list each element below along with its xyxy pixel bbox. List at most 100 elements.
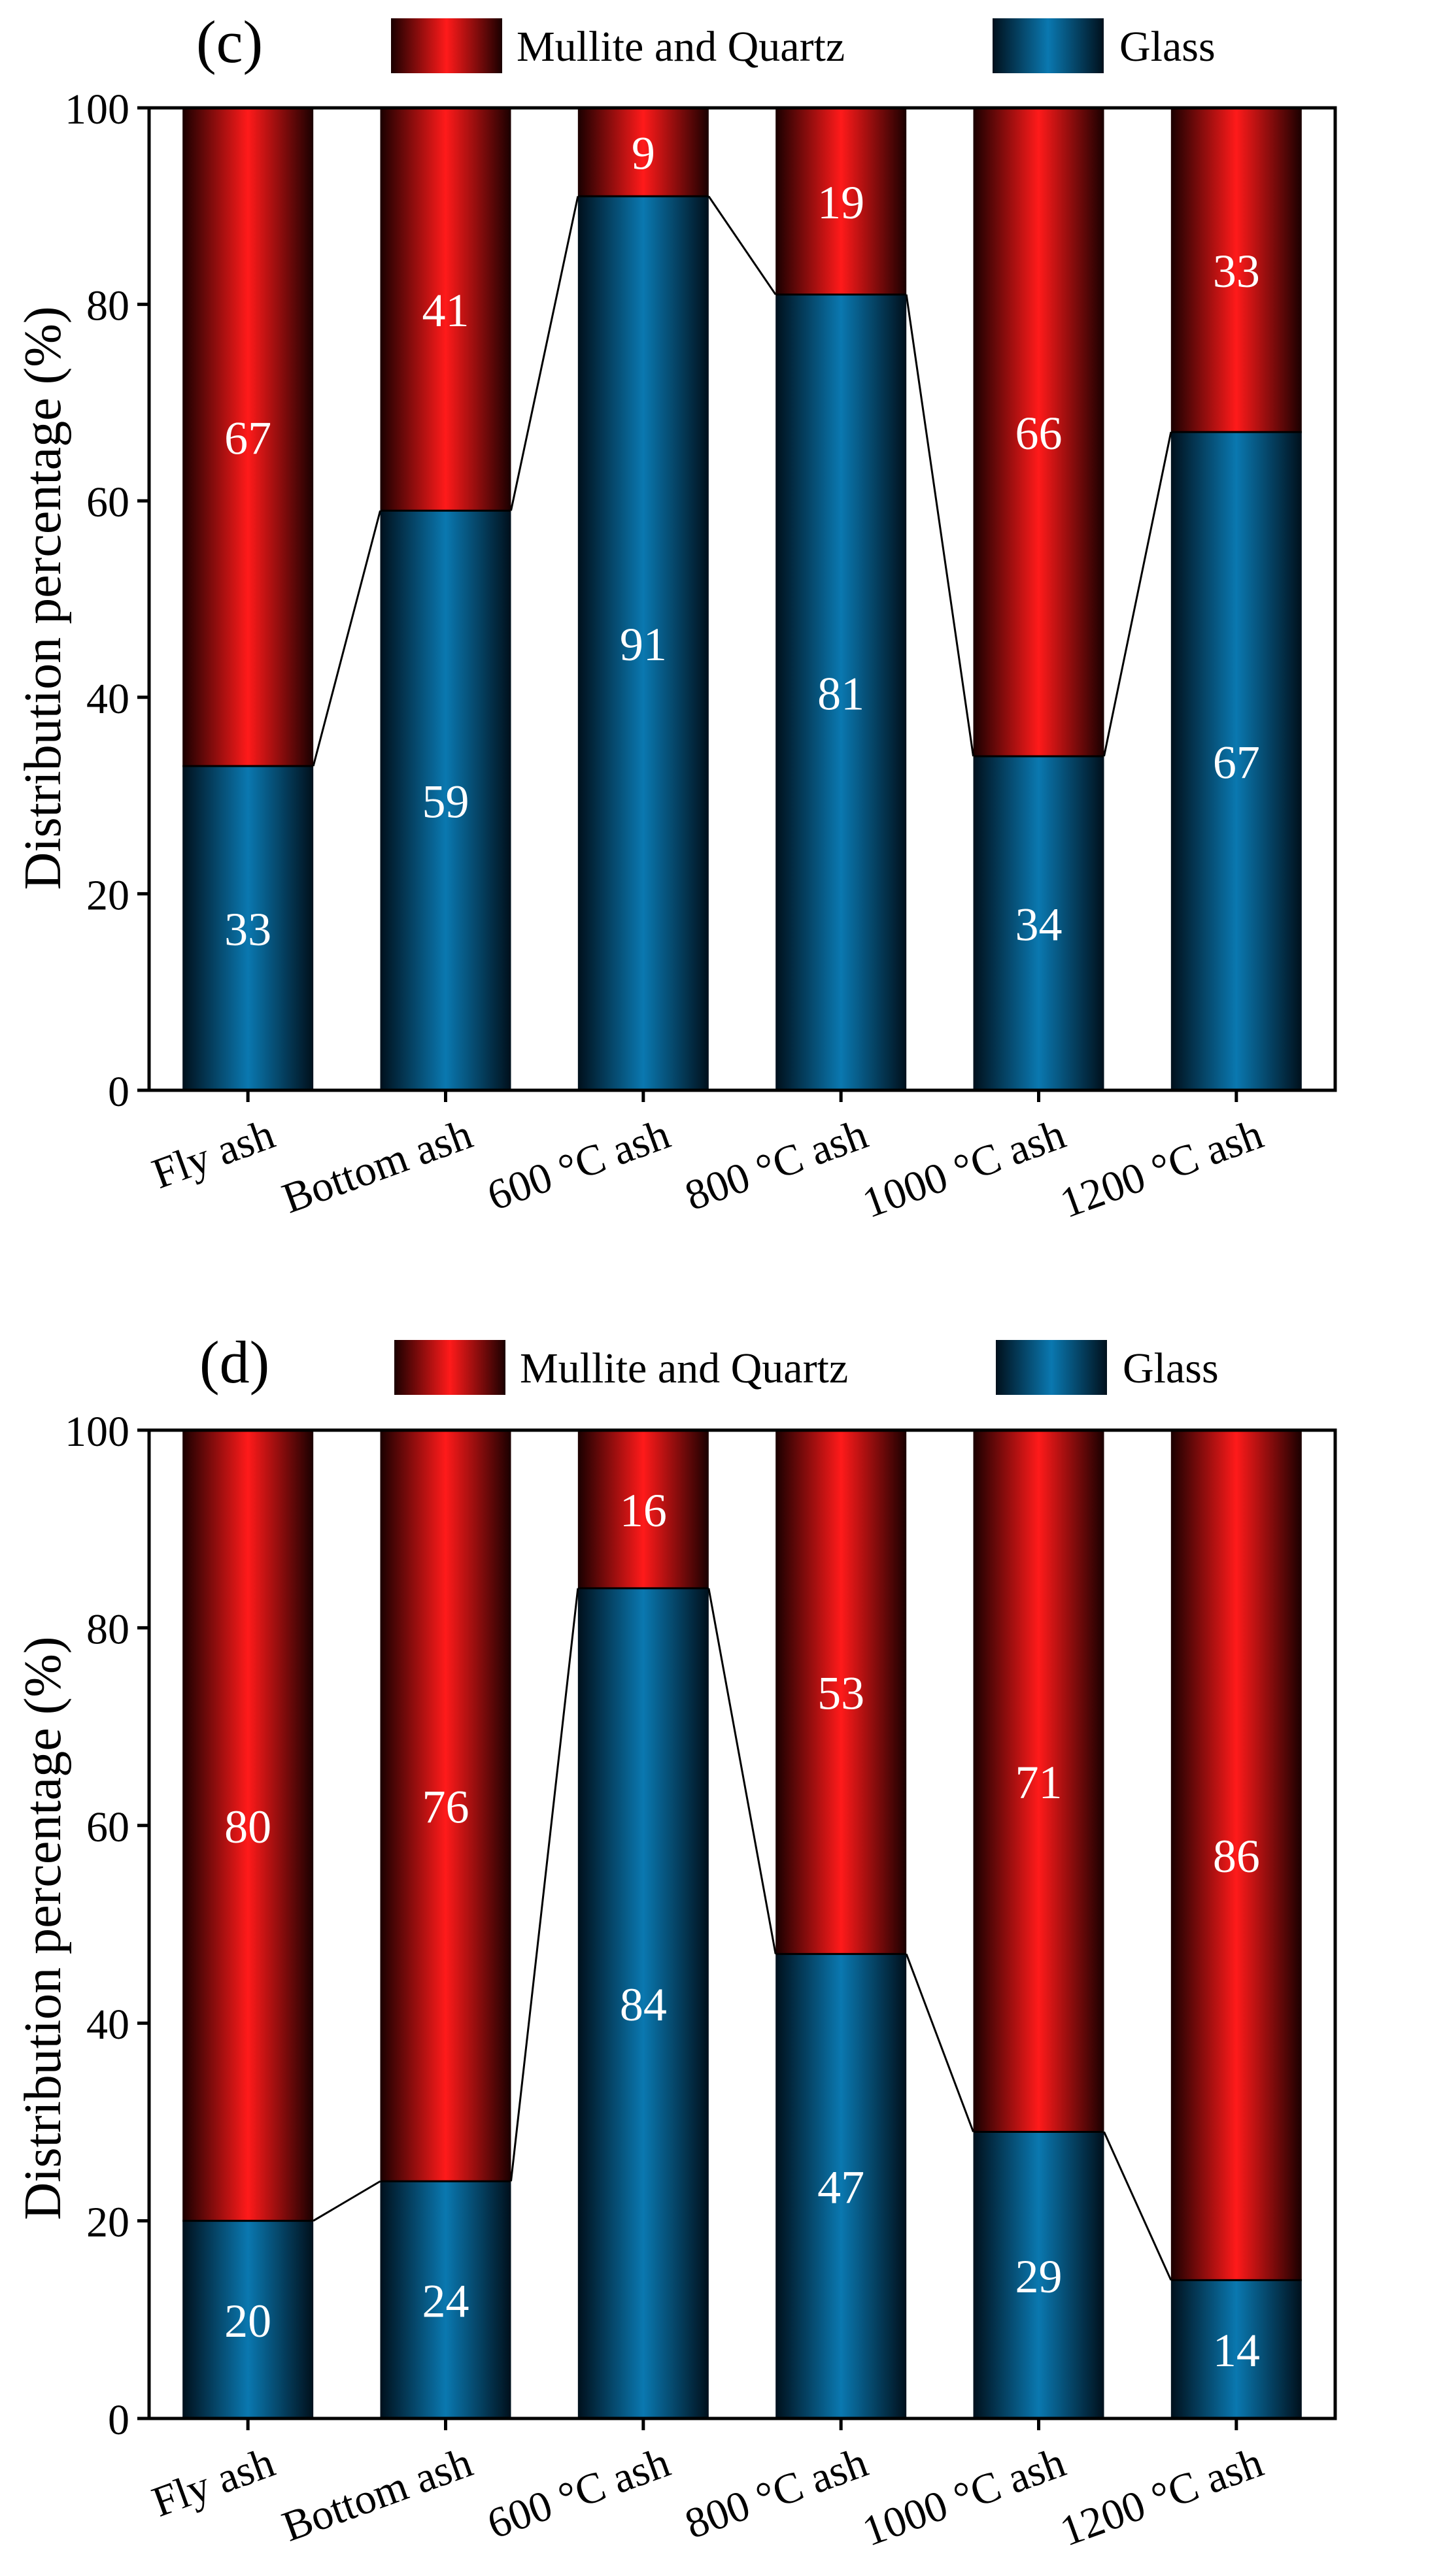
value-label-glass-1: 59 (422, 776, 469, 828)
value-label-glass-0: 20 (224, 2295, 271, 2347)
bar-mullite-3 (775, 108, 907, 295)
x-tick-label-4: 1000 °C ash (857, 2438, 1072, 2555)
value-label-mullite-4: 71 (1015, 1756, 1063, 1809)
x-tick-label-5: 1200 °C ash (1054, 2438, 1269, 2555)
value-label-mullite-3: 19 (817, 176, 864, 229)
bar-mullite-0 (182, 108, 314, 767)
panel-d: (d) Mullite and Quartz Glass Distributio… (14, 1329, 1337, 2556)
value-label-mullite-2: 16 (620, 1484, 667, 1537)
connector-line-0 (313, 2180, 381, 2222)
bar-glass-1 (380, 2181, 511, 2418)
x-tick-label-3: 800 °C ash (679, 1110, 874, 1220)
value-label-glass-4: 34 (1015, 898, 1063, 950)
x-tick-label-0: Fly ash (146, 2438, 281, 2526)
value-label-mullite-4: 66 (1015, 407, 1063, 460)
y-tick-label-2: 40 (86, 675, 129, 723)
value-label-mullite-5: 86 (1213, 1830, 1260, 1882)
value-label-glass-5: 67 (1213, 736, 1260, 788)
axes-frame (147, 106, 1337, 1092)
x-tick-label-1: Bottom ash (276, 2438, 478, 2551)
bar-mullite-3 (775, 1430, 907, 1954)
bar-mullite-5 (1170, 108, 1302, 432)
bar-glass-4 (973, 2132, 1104, 2418)
y-tick-label-0: 0 (108, 2396, 129, 2444)
y-tick-label-3: 60 (86, 478, 129, 526)
plot-area: 33 67 59 41 91 9 81 19 34 66 67 33 0 20 40 60 80 100 Fly a… (65, 86, 1337, 1228)
x-tick-label-2: 600 °C ash (481, 1110, 676, 1220)
plot-area: 20 80 24 76 84 16 47 53 29 71 14 86 0 20 40 60 80 100 Fly … (65, 1408, 1337, 2556)
y-axis-title: Distribution percentage (%) (14, 306, 72, 890)
bar-mullite-0 (182, 1430, 314, 2221)
value-label-mullite-1: 41 (422, 284, 469, 337)
value-label-mullite-2: 9 (632, 127, 655, 180)
value-label-mullite-3: 53 (817, 1667, 864, 1720)
legend: Mullite and Quartz Glass (394, 1340, 1219, 1395)
legend-swatch-glass (996, 1340, 1107, 1395)
y-axis-title: Distribution percentage (%) (14, 1636, 72, 2220)
y-tick-label-4: 80 (86, 282, 129, 330)
bar-glass-5 (1170, 431, 1302, 1090)
y-tick-label-0: 0 (108, 1068, 129, 1116)
legend-label-mullite: Mullite and Quartz (517, 23, 845, 71)
value-label-mullite-1: 76 (422, 1781, 469, 1833)
value-label-mullite-0: 67 (224, 412, 271, 465)
value-label-glass-0: 33 (224, 903, 271, 956)
bar-mullite-5 (1170, 1430, 1302, 2281)
y-tick-label-5: 100 (65, 86, 129, 133)
y-tick-label-4: 80 (86, 1605, 129, 1653)
connector-line-1 (510, 195, 579, 511)
x-tick-label-4: 1000 °C ash (857, 1110, 1072, 1227)
connector-line-3 (905, 1953, 974, 2133)
legend-label-glass: Glass (1119, 23, 1216, 71)
y-tick-label-1: 20 (86, 871, 129, 919)
bar-glass-2 (577, 196, 709, 1090)
bar-glass-1 (380, 510, 511, 1090)
value-label-glass-1: 24 (422, 2275, 469, 2328)
connector-line-0 (312, 510, 381, 767)
connector-line-4 (1103, 2131, 1172, 2281)
connector-line-2 (707, 195, 777, 295)
connector-line-2 (707, 1588, 777, 1954)
y-tick-label-3: 60 (86, 1803, 129, 1851)
bar-glass-3 (775, 294, 907, 1090)
y-tick-label-1: 20 (86, 2199, 129, 2247)
bar-glass-2 (577, 1588, 709, 2418)
bar-glass-3 (775, 1954, 907, 2418)
bar-mullite-2 (577, 1430, 709, 1588)
bar-glass-0 (182, 766, 314, 1090)
legend: Mullite and Quartz Glass (391, 18, 1216, 73)
legend-label-glass: Glass (1123, 1345, 1219, 1392)
connector-line-3 (905, 294, 974, 757)
connector-line-4 (1103, 431, 1172, 757)
value-label-glass-3: 47 (817, 2162, 864, 2214)
bar-mullite-1 (380, 1430, 511, 2182)
value-label-glass-5: 14 (1213, 2324, 1260, 2377)
legend-label-mullite: Mullite and Quartz (520, 1345, 848, 1392)
y-tick-label-5: 100 (65, 1408, 129, 1456)
x-tick-label-1: Bottom ash (276, 1110, 478, 1222)
panel-label: (d) (199, 1329, 269, 1396)
bar-glass-4 (973, 756, 1104, 1090)
bar-mullite-1 (380, 108, 511, 511)
axes-frame (147, 1428, 1337, 2420)
panel-label: (c) (196, 8, 263, 75)
panel-c: (c) Mullite and Quartz Glass Distributio… (14, 8, 1337, 1228)
legend-swatch-glass (993, 18, 1104, 73)
value-label-mullite-5: 33 (1213, 245, 1260, 297)
x-tick-label-5: 1200 °C ash (1054, 1110, 1269, 1227)
value-label-glass-2: 84 (620, 1979, 667, 2031)
value-label-glass-3: 81 (817, 667, 864, 720)
y-tick-label-2: 40 (86, 2001, 129, 2049)
x-tick-label-0: Fly ash (146, 1110, 281, 1197)
bar-mullite-2 (577, 108, 709, 197)
bar-mullite-4 (973, 108, 1104, 756)
value-label-mullite-0: 80 (224, 1801, 271, 1853)
bar-mullite-4 (973, 1430, 1104, 2132)
legend-swatch-mullite (391, 18, 502, 73)
x-tick-label-2: 600 °C ash (481, 2438, 676, 2548)
x-tick-label-3: 800 °C ash (679, 2438, 874, 2548)
connector-line-1 (510, 1588, 579, 2182)
bar-glass-5 (1170, 2280, 1302, 2418)
value-label-glass-4: 29 (1015, 2250, 1063, 2303)
